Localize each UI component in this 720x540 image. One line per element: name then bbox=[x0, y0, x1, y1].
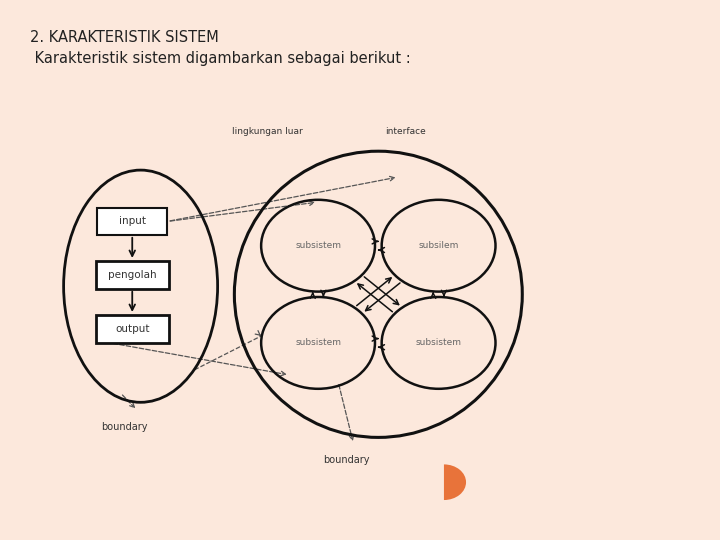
Text: pengolah: pengolah bbox=[108, 270, 156, 280]
Text: 2. KARAKTERISTIK SISTEM: 2. KARAKTERISTIK SISTEM bbox=[30, 30, 219, 45]
Text: subsistem: subsistem bbox=[415, 339, 462, 347]
Text: input: input bbox=[119, 217, 145, 226]
Text: subsistem: subsistem bbox=[295, 241, 341, 250]
Text: output: output bbox=[115, 324, 150, 334]
Bar bbox=[96, 261, 168, 289]
Text: lingkungan luar: lingkungan luar bbox=[233, 127, 303, 136]
Text: boundary: boundary bbox=[323, 455, 370, 465]
Text: subsilem: subsilem bbox=[418, 241, 459, 250]
Text: interface: interface bbox=[384, 127, 426, 136]
Bar bbox=[96, 315, 168, 343]
Wedge shape bbox=[444, 464, 466, 500]
Text: subsistem: subsistem bbox=[295, 339, 341, 347]
Text: boundary: boundary bbox=[101, 422, 147, 431]
Bar bbox=[97, 208, 167, 235]
Text: Karakteristik sistem digambarkan sebagai berikut :: Karakteristik sistem digambarkan sebagai… bbox=[30, 51, 411, 66]
